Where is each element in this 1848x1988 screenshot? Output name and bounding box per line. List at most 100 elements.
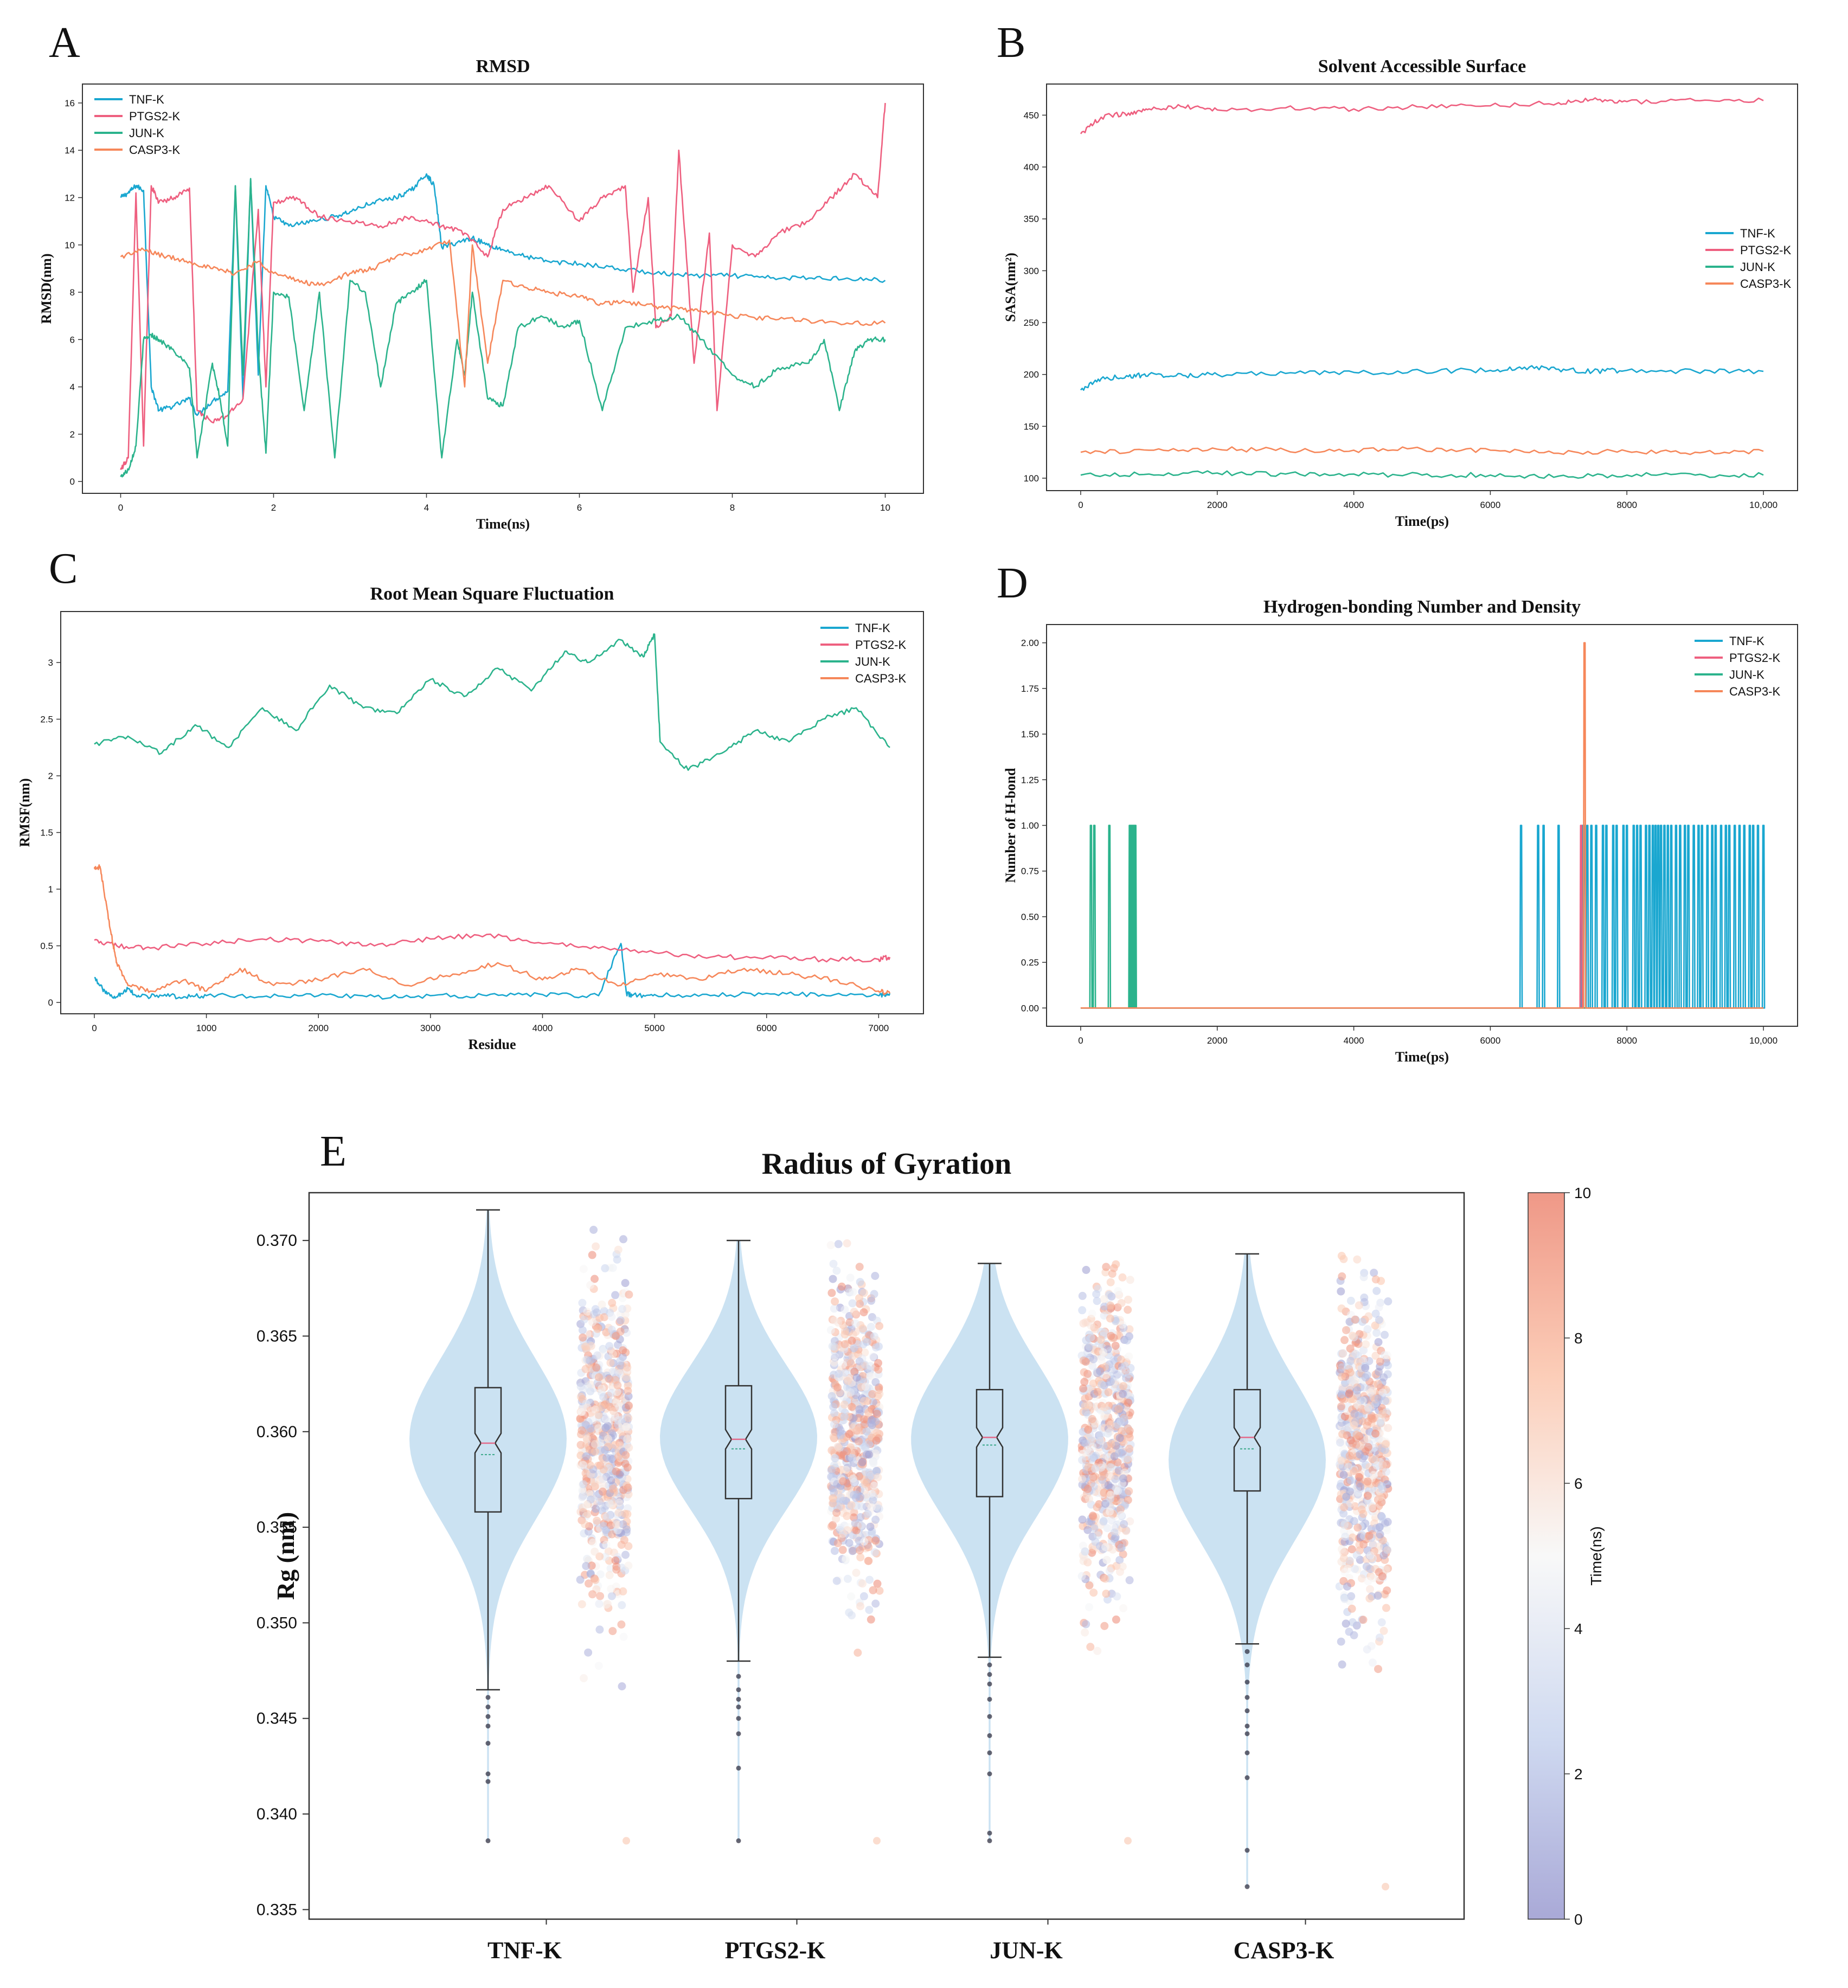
y-tick-label: 2.5 xyxy=(40,715,53,725)
strip-point xyxy=(1366,1551,1375,1560)
strip-point xyxy=(602,1540,611,1549)
strip-point xyxy=(1338,1363,1346,1372)
legend-label: JUN-K xyxy=(129,126,164,140)
plot-area xyxy=(1080,642,1766,1009)
strip-point xyxy=(1364,1577,1372,1586)
strip-point xyxy=(596,1592,605,1600)
strip-point xyxy=(1342,1492,1351,1501)
outlier-point xyxy=(987,1771,992,1777)
y-tick-label: 0.355 xyxy=(256,1519,297,1536)
strip-point xyxy=(1376,1357,1384,1366)
strip-point xyxy=(1120,1520,1128,1528)
strip-point xyxy=(1377,1618,1386,1626)
strip-point xyxy=(1119,1604,1128,1612)
x-tick-label: 6000 xyxy=(756,1023,777,1033)
strip-point xyxy=(1124,1398,1133,1407)
x-tick-label: 8000 xyxy=(1616,500,1637,510)
strip-point xyxy=(1125,1576,1134,1585)
strip-point xyxy=(1350,1421,1358,1430)
strip-point xyxy=(605,1571,614,1579)
strip-point xyxy=(602,1453,611,1462)
strip-point xyxy=(1341,1533,1350,1541)
strip-point xyxy=(1364,1443,1372,1451)
strip-point xyxy=(618,1415,627,1424)
strip-point xyxy=(830,1547,839,1555)
strip-point xyxy=(858,1324,867,1333)
strip-point xyxy=(840,1400,849,1409)
strip-point xyxy=(1382,1883,1389,1891)
series-line-tnf-k xyxy=(94,943,891,1000)
x-tick-label: 2 xyxy=(271,503,276,513)
strip-point xyxy=(578,1426,586,1434)
strip-point xyxy=(1363,1434,1372,1443)
strip-point xyxy=(871,1417,880,1426)
strip-point xyxy=(1339,1509,1348,1518)
strip-point xyxy=(1078,1291,1087,1300)
strip-point xyxy=(1090,1524,1099,1533)
strip-point xyxy=(1342,1619,1350,1628)
outlier-point xyxy=(1244,1775,1250,1780)
outlier-point xyxy=(485,1771,491,1777)
x-tick-label: 7000 xyxy=(868,1023,889,1033)
legend: TNF-K PTGS2-K JUN-K CASP3-K xyxy=(820,621,906,685)
strip-point xyxy=(1375,1523,1384,1532)
strip-point xyxy=(1378,1410,1387,1418)
series-line-casp3-k xyxy=(1080,446,1764,455)
x-tick-label: 2000 xyxy=(308,1023,329,1033)
x-axis-label: Time(ps) xyxy=(1395,513,1449,529)
strip-point xyxy=(1376,1419,1385,1427)
outlier-point xyxy=(736,1838,741,1843)
strip-point xyxy=(870,1332,878,1341)
strip-point xyxy=(624,1483,632,1492)
strip-point xyxy=(1357,1574,1366,1583)
x-tick-label: 6000 xyxy=(1480,500,1500,510)
strip-point xyxy=(1353,1400,1362,1409)
series-line-jun-k xyxy=(94,633,890,771)
strip-point xyxy=(834,1318,843,1327)
strip-point xyxy=(1337,1402,1345,1411)
y-tick-label: 2.00 xyxy=(1021,638,1039,648)
series-line-casp3-k xyxy=(93,864,891,995)
strip-point xyxy=(1345,1451,1354,1460)
x-tick-label: 0 xyxy=(1078,500,1083,510)
strip-point xyxy=(601,1264,609,1272)
colorbar-tick-label: 4 xyxy=(1574,1620,1583,1637)
colorbar-gradient xyxy=(1528,1192,1565,1920)
outlier-point xyxy=(987,1830,992,1836)
outlier-point xyxy=(987,1838,992,1843)
strip-point xyxy=(1117,1543,1126,1552)
strip-point xyxy=(593,1324,602,1333)
strip-point xyxy=(1361,1363,1370,1372)
strip-point xyxy=(594,1424,602,1433)
strip-point xyxy=(1348,1331,1357,1340)
y-tick-label: 350 xyxy=(1024,214,1039,224)
colorbar-tick-label: 10 xyxy=(1574,1185,1591,1201)
strip-point xyxy=(1082,1336,1090,1344)
y-tick-label: 10 xyxy=(65,240,75,250)
outlier-point xyxy=(1244,1708,1250,1714)
strip-point xyxy=(1088,1548,1096,1557)
strip-point xyxy=(1350,1517,1358,1526)
outlier-point xyxy=(736,1704,741,1710)
strip-point xyxy=(827,1522,836,1531)
strip-point xyxy=(595,1625,604,1634)
strip-point xyxy=(845,1430,854,1438)
strip-point xyxy=(1081,1318,1090,1327)
strip-point xyxy=(840,1305,849,1314)
strip-point xyxy=(1098,1380,1106,1389)
strip-point xyxy=(865,1450,873,1459)
strip-point xyxy=(1099,1348,1107,1356)
category-ptgs2-k: PTGS2-K xyxy=(660,1239,884,1964)
strip-point xyxy=(598,1384,606,1393)
strip-point xyxy=(583,1382,592,1391)
strip-point xyxy=(872,1410,881,1418)
legend-label: CASP3-K xyxy=(1729,685,1780,698)
strip-point xyxy=(622,1373,631,1381)
strip-point xyxy=(875,1504,883,1513)
strip-point xyxy=(1090,1325,1099,1334)
strip-point xyxy=(829,1494,838,1503)
strip-point xyxy=(871,1515,880,1524)
strip-point xyxy=(1100,1302,1109,1311)
strip-point xyxy=(1096,1367,1105,1375)
strip-point xyxy=(623,1434,632,1443)
